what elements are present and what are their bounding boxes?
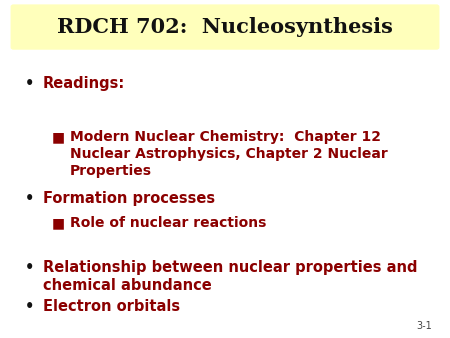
Text: Modern Nuclear Chemistry:  Chapter 12
Nuclear Astrophysics, Chapter 2 Nuclear
Pr: Modern Nuclear Chemistry: Chapter 12 Nuc… xyxy=(70,130,387,178)
Text: Formation processes: Formation processes xyxy=(43,191,215,206)
Text: Relationship between nuclear properties and
chemical abundance: Relationship between nuclear properties … xyxy=(43,260,417,293)
Text: Electron orbitals: Electron orbitals xyxy=(43,299,180,314)
Text: •: • xyxy=(25,260,34,275)
Text: •: • xyxy=(25,191,34,206)
Text: •: • xyxy=(25,76,34,91)
Text: Readings:: Readings: xyxy=(43,76,125,91)
Text: 3-1: 3-1 xyxy=(416,321,432,331)
Text: Role of nuclear reactions: Role of nuclear reactions xyxy=(70,216,266,230)
FancyBboxPatch shape xyxy=(11,5,439,49)
Text: ■: ■ xyxy=(52,130,65,144)
Text: •: • xyxy=(25,299,34,314)
Text: RDCH 702:  Nucleosynthesis: RDCH 702: Nucleosynthesis xyxy=(57,17,393,37)
Text: ■: ■ xyxy=(52,216,65,230)
